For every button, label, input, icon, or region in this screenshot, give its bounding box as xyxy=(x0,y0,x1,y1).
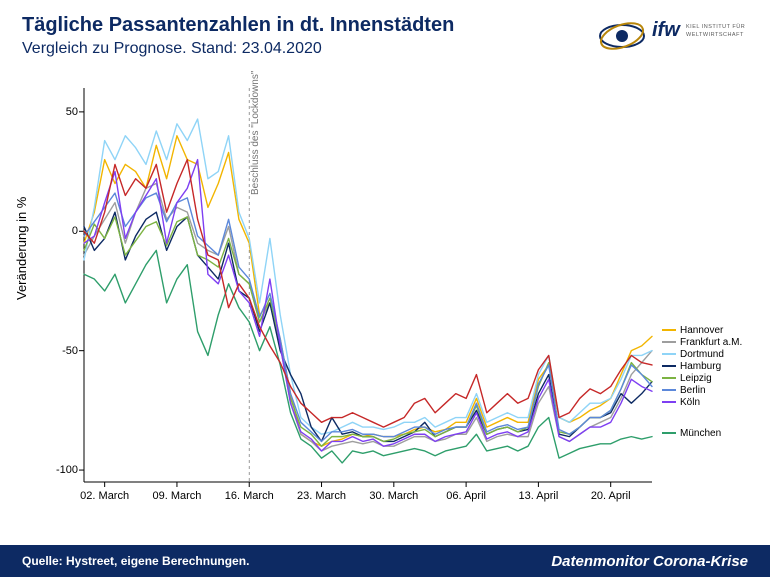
legend-label: Berlin xyxy=(680,385,706,396)
chart-legend: HannoverFrankfurt a.M.DortmundHamburgLei… xyxy=(662,325,742,440)
svg-text:KIEL INSTITUT FÜR: KIEL INSTITUT FÜR xyxy=(686,23,745,30)
chart-title: Tägliche Passantenzahlen in dt. Innenstä… xyxy=(22,14,454,37)
legend-label: München xyxy=(680,428,721,439)
legend-color-swatch xyxy=(662,365,676,367)
legend-item: Hannover xyxy=(662,325,742,336)
legend-item: Dortmund xyxy=(662,349,742,360)
chart-container: Tägliche Passantenzahlen in dt. Innenstä… xyxy=(0,0,770,577)
footer-bar: Quelle: Hystreet, eigene Berechnungen. D… xyxy=(0,545,770,577)
legend-label: Frankfurt a.M. xyxy=(680,337,742,348)
legend-label: Leipzig xyxy=(680,373,712,384)
legend-label: Dortmund xyxy=(680,349,724,360)
logo-main-text: ifw xyxy=(652,19,681,41)
y-tick-label: -100 xyxy=(42,464,78,476)
legend-item: Berlin xyxy=(662,385,742,396)
legend-label: Hannover xyxy=(680,325,723,336)
x-tick-label: 20. April xyxy=(591,490,631,502)
legend-item: Hamburg xyxy=(662,361,742,372)
chart-subtitle: Vergleich zu Prognose. Stand: 23.04.2020 xyxy=(22,40,322,58)
svg-text:WELTWIRTSCHAFT: WELTWIRTSCHAFT xyxy=(686,32,744,38)
legend-item: Leipzig xyxy=(662,373,742,384)
x-tick-label: 06. April xyxy=(446,490,486,502)
lockdown-annotation: Beschluss des "Lockdowns" xyxy=(250,70,261,194)
x-tick-label: 02. March xyxy=(80,490,129,502)
y-tick-label: -50 xyxy=(42,345,78,357)
legend-color-swatch xyxy=(662,401,676,403)
y-tick-label: 50 xyxy=(42,106,78,118)
legend-color-swatch xyxy=(662,353,676,355)
footer-source: Quelle: Hystreet, eigene Berechnungen. xyxy=(0,554,249,568)
footer-brand: Datenmonitor Corona-Krise xyxy=(551,553,770,570)
ifw-logo: ifw KIEL INSTITUT FÜR WELTWIRTSCHAFT xyxy=(598,14,748,58)
legend-item: Köln xyxy=(662,397,742,408)
x-tick-label: 23. March xyxy=(297,490,346,502)
x-tick-label: 16. March xyxy=(225,490,274,502)
legend-color-swatch xyxy=(662,377,676,379)
y-axis-label: Veränderung in % xyxy=(14,197,29,300)
legend-item: Frankfurt a.M. xyxy=(662,337,742,348)
legend-label: Hamburg xyxy=(680,361,721,372)
legend-color-swatch xyxy=(662,341,676,343)
legend-color-swatch xyxy=(662,432,676,434)
legend-item: München xyxy=(662,428,742,439)
x-tick-label: 30. March xyxy=(369,490,418,502)
legend-color-swatch xyxy=(662,329,676,331)
y-tick-label: 0 xyxy=(42,225,78,237)
line-chart-plot xyxy=(64,82,656,502)
x-tick-label: 09. March xyxy=(152,490,201,502)
x-tick-label: 13. April xyxy=(519,490,559,502)
legend-color-swatch xyxy=(662,389,676,391)
legend-label: Köln xyxy=(680,397,700,408)
